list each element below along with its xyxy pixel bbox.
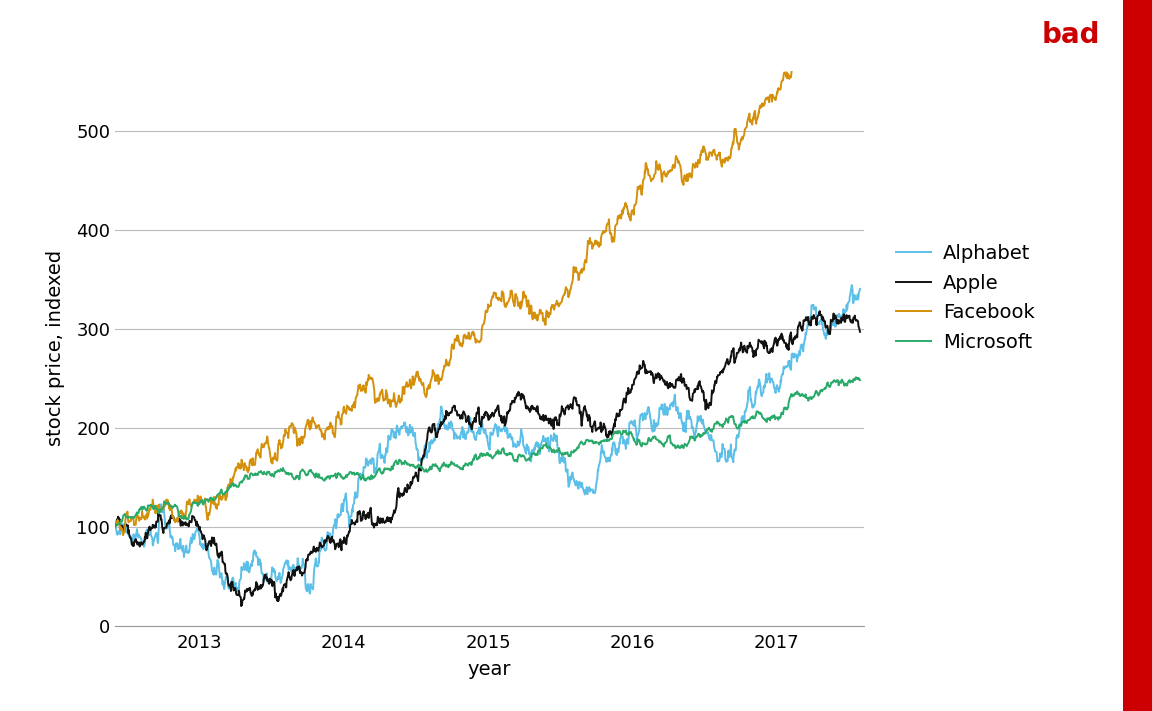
Line: Alphabet: Alphabet [115,285,861,594]
Line: Apple: Apple [115,311,861,606]
X-axis label: year: year [468,661,511,679]
Line: Facebook: Facebook [115,0,861,535]
Legend: Alphabet, Apple, Facebook, Microsoft: Alphabet, Apple, Facebook, Microsoft [888,236,1043,360]
Text: bad: bad [1041,21,1100,49]
Y-axis label: stock price, indexed: stock price, indexed [46,250,66,447]
Line: Microsoft: Microsoft [115,378,861,527]
